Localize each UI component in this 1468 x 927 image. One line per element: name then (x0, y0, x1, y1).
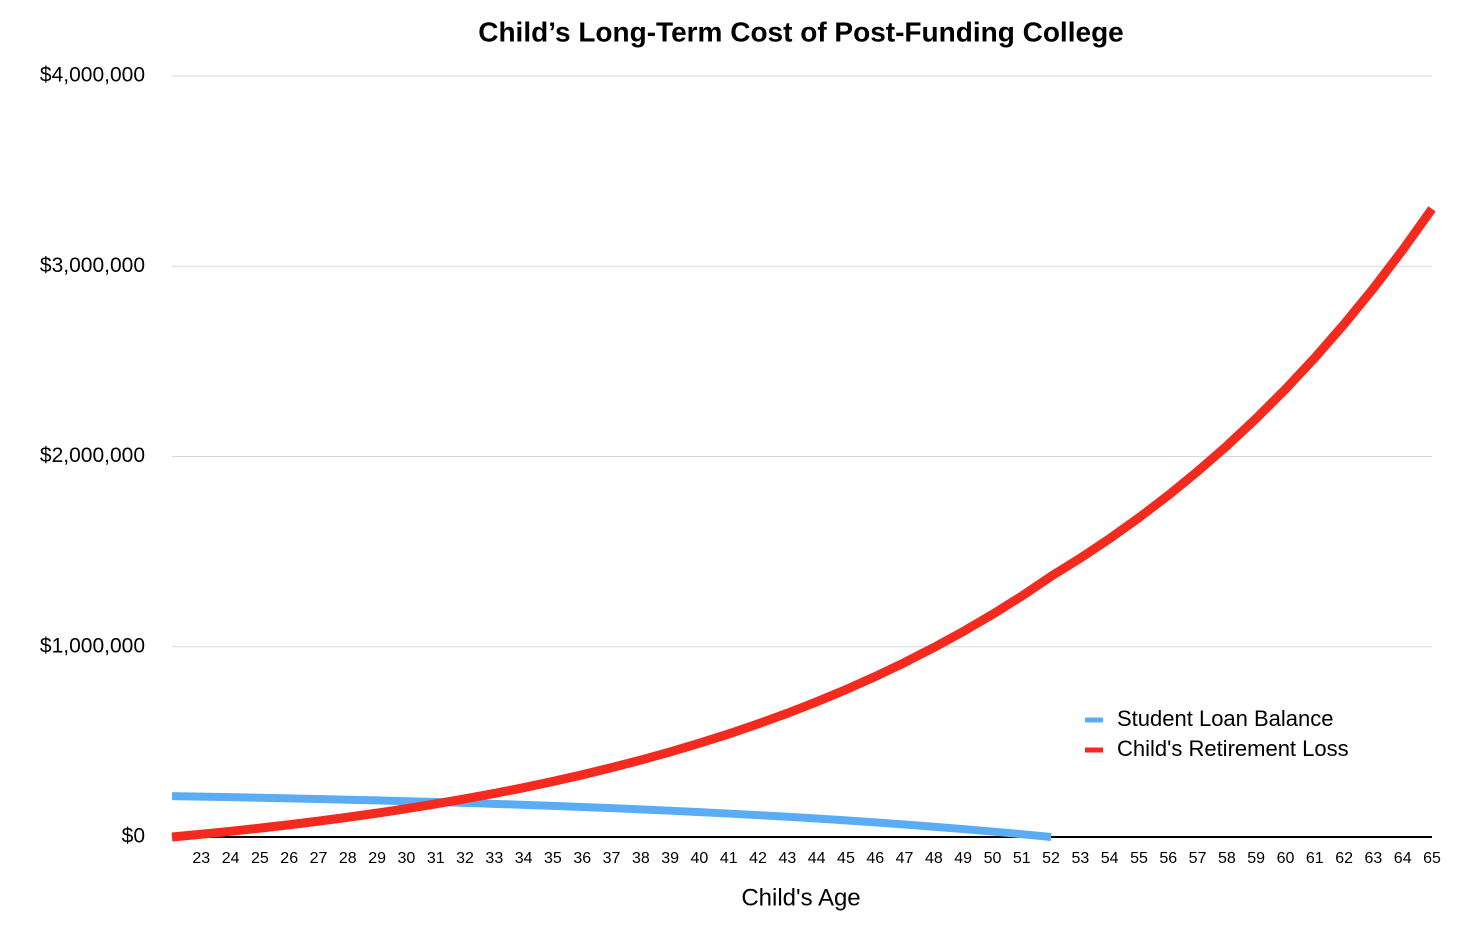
x-tick-label: 49 (954, 850, 972, 867)
x-tick-label: 44 (808, 850, 826, 867)
legend-label: Student Loan Balance (1117, 706, 1334, 731)
x-tick-label: 64 (1394, 850, 1412, 867)
y-tick-label: $4,000,000 (40, 64, 145, 87)
x-tick-label: 42 (749, 850, 767, 867)
x-tick-label: 33 (485, 850, 503, 867)
x-tick-label: 34 (515, 850, 533, 867)
x-tick-label: 43 (778, 850, 796, 867)
x-tick-label: 27 (310, 850, 328, 867)
x-tick-label: 41 (720, 850, 738, 867)
x-tick-label: 59 (1247, 850, 1265, 867)
series-line (171, 206, 1436, 842)
x-tick-label: 23 (192, 850, 210, 867)
x-tick-label: 48 (925, 850, 943, 867)
x-tick-label: 26 (280, 850, 298, 867)
x-tick-label: 58 (1218, 850, 1236, 867)
y-tick-label: $0 (122, 825, 145, 848)
x-tick-label: 47 (896, 850, 914, 867)
x-tick-label: 28 (339, 850, 357, 867)
x-tick-label: 40 (691, 850, 709, 867)
x-tick-label: 61 (1306, 850, 1324, 867)
x-tick-label: 29 (368, 850, 386, 867)
x-tick-label: 25 (251, 850, 269, 867)
x-tick-label: 65 (1423, 850, 1441, 867)
x-tick-label: 35 (544, 850, 562, 867)
x-tick-label: 62 (1335, 850, 1353, 867)
x-tick-label: 50 (984, 850, 1002, 867)
x-tick-label: 55 (1130, 850, 1148, 867)
y-tick-label: $3,000,000 (40, 254, 145, 277)
x-tick-label: 39 (661, 850, 679, 867)
x-tick-label: 45 (837, 850, 855, 867)
x-tick-label: 52 (1042, 850, 1060, 867)
x-tick-label: 53 (1071, 850, 1089, 867)
x-tick-label: 57 (1189, 850, 1207, 867)
y-tick-label: $1,000,000 (40, 634, 145, 657)
x-tick-label: 30 (398, 850, 416, 867)
x-tick-label: 56 (1159, 850, 1177, 867)
x-tick-label: 37 (603, 850, 621, 867)
x-tick-label: 63 (1364, 850, 1382, 867)
x-tick-label: 32 (456, 850, 474, 867)
y-tick-label: $2,000,000 (40, 444, 145, 467)
x-axis-label: Child's Age (741, 884, 860, 911)
x-tick-label: 36 (573, 850, 591, 867)
x-tick-label: 60 (1277, 850, 1295, 867)
legend-label: Child's Retirement Loss (1117, 736, 1349, 761)
x-tick-label: 24 (222, 850, 240, 867)
x-tick-label: 51 (1013, 850, 1031, 867)
x-tick-label: 54 (1101, 850, 1119, 867)
series-line (171, 792, 1052, 841)
x-tick-label: 38 (632, 850, 650, 867)
chart-title: Child’s Long-Term Cost of Post-Funding C… (478, 16, 1124, 47)
x-tick-label: 46 (866, 850, 884, 867)
x-tick-label: 31 (427, 850, 445, 867)
